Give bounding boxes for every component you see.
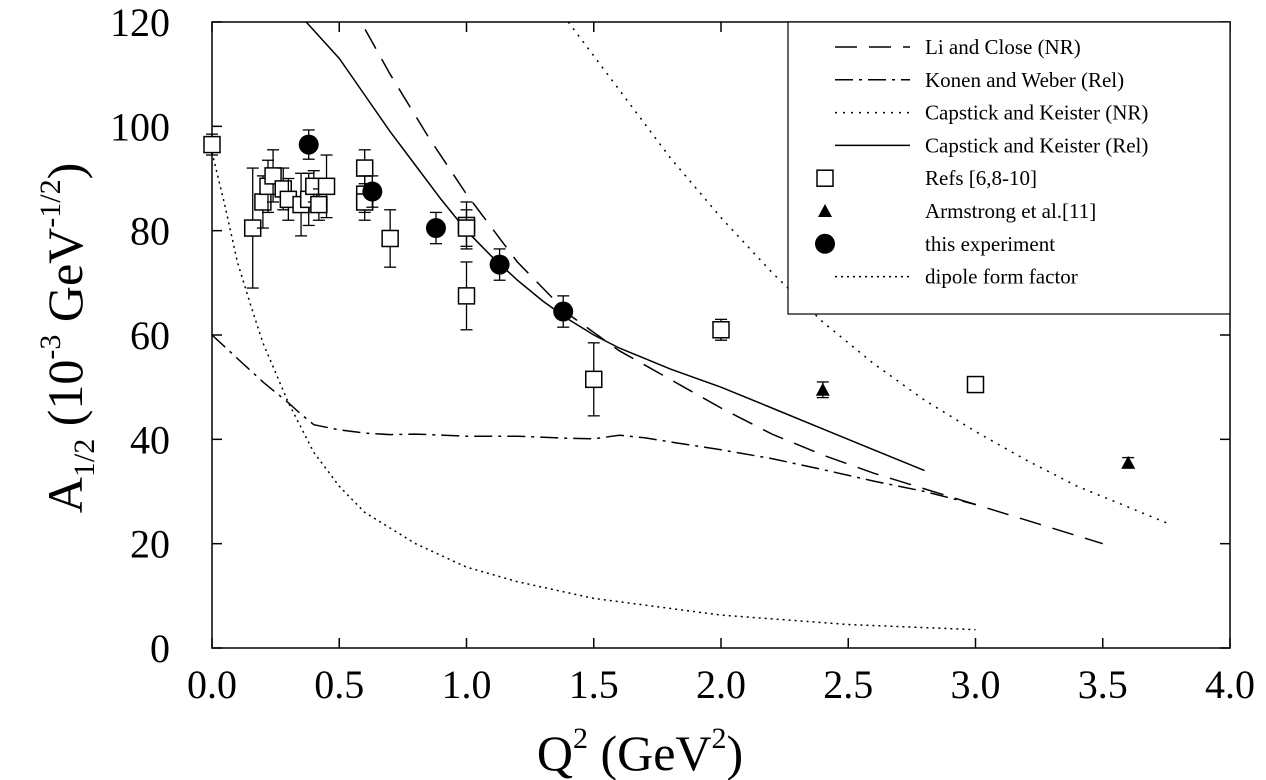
point-this-experiment (426, 218, 446, 238)
point-refs-6-8-10 (586, 371, 602, 387)
y-tick-label: 0 (150, 626, 170, 671)
y-axis-label: A1/2 (10-3 GeV-1/2) (34, 163, 101, 514)
point-refs-6-8-10 (382, 230, 398, 246)
x-tick-label: 4.0 (1205, 662, 1255, 707)
x-tick-label: 3.5 (1078, 662, 1128, 707)
point-this-experiment (553, 302, 573, 322)
point-refs-6-8-10 (319, 178, 335, 194)
x-tick-label: 1.0 (442, 662, 492, 707)
x-tick-label: 0.5 (314, 662, 364, 707)
y-tick-label: 100 (110, 104, 170, 149)
legend-label-li-and-close-nr: Li and Close (NR) (925, 35, 1081, 59)
x-tick-label: 2.5 (823, 662, 873, 707)
point-this-experiment (299, 135, 319, 155)
point-refs-6-8-10 (311, 197, 327, 213)
x-tick-label: 3.0 (951, 662, 1001, 707)
legend-label-konen-and-weber-rel: Konen and Weber (Rel) (925, 68, 1124, 92)
legend-label-dipole-form-factor: dipole form factor (925, 265, 1078, 289)
point-this-experiment (362, 182, 382, 202)
point-this-experiment (490, 255, 510, 275)
x-axis-label: Q2 (GeV2) (537, 722, 743, 780)
legend-label-capstick-and-keister-nr: Capstick and Keister (NR) (925, 101, 1148, 125)
point-refs-6-8-10 (968, 377, 984, 393)
legend-label-capstick-and-keister-rel: Capstick and Keister (Rel) (925, 133, 1148, 157)
y-tick-label: 120 (110, 0, 170, 45)
y-tick-label: 20 (130, 522, 170, 567)
point-refs-6-8-10 (459, 220, 475, 236)
legend-label-armstrong-et-al-11: Armstrong et al.[11] (925, 199, 1096, 223)
y-tick-label: 40 (130, 417, 170, 462)
point-refs-6-8-10 (459, 288, 475, 304)
legend-swatch-this-experiment (815, 234, 835, 254)
point-armstrong-et-al-11 (816, 383, 830, 396)
legend-label-refs-6-8-10: Refs [6,8-10] (925, 166, 1037, 190)
point-refs-6-8-10 (204, 137, 220, 153)
x-tick-label: 0.0 (187, 662, 237, 707)
x-tick-label: 2.0 (696, 662, 746, 707)
legend-label-this-experiment: this experiment (925, 232, 1055, 256)
y-tick-label: 80 (130, 209, 170, 254)
point-refs-6-8-10 (713, 322, 729, 338)
legend-swatch-refs-6-8-10 (817, 170, 833, 186)
legend: Li and Close (NR) Konen and Weber (Rel) Ca… (788, 22, 1230, 314)
y-tick-label: 60 (130, 313, 170, 358)
point-refs-6-8-10 (357, 160, 373, 176)
x-tick-label: 1.5 (569, 662, 619, 707)
